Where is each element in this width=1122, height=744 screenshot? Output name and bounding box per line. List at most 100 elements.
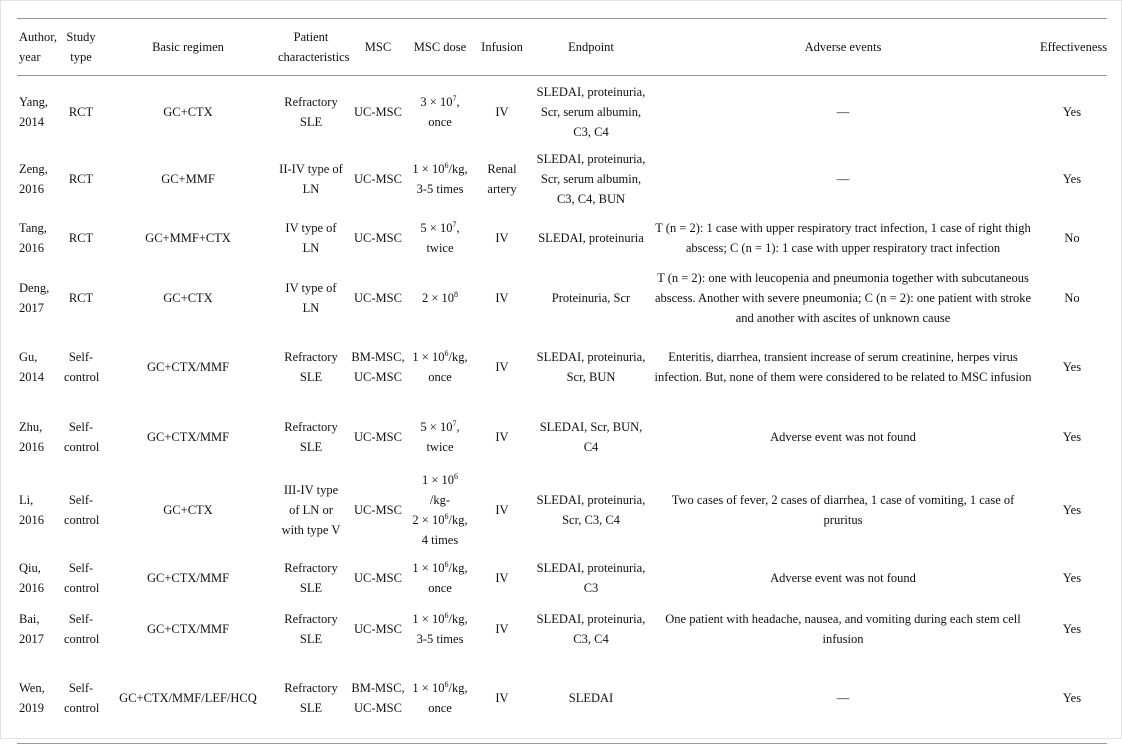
dose-line: 4 times xyxy=(421,532,459,547)
cell-msc-source: BM-MSC, UC-MSC xyxy=(351,350,405,384)
cell-msc-dose: 1 × 106/kg, 3-5 times xyxy=(409,606,471,653)
dose-line: 1 × 106/kg, xyxy=(412,679,468,695)
cell-endpoint: SLEDAI, Scr, BUN, C4 xyxy=(539,419,643,454)
cell-effectiveness: No xyxy=(1064,291,1080,305)
table-row: Bai, 2017 Self-control GC+CTX/MMF Refractor… xyxy=(17,606,1107,653)
cell-author: Yang, 2014 xyxy=(19,94,48,129)
cell-basic-regimen: GC+CTX/MMF/LEF/HCQ xyxy=(119,690,257,705)
dose-line: 2 × 108 xyxy=(421,289,459,305)
dose-line: once xyxy=(428,700,452,715)
dose-line: 1 × 106/kg, xyxy=(412,559,468,575)
dose-line: 3-5 times xyxy=(416,181,464,196)
header-author: Author, year xyxy=(19,30,58,64)
cell-msc-source: UC-MSC xyxy=(354,230,402,245)
header-row: Author, year Study type Basic regimen Pa… xyxy=(17,18,1108,76)
cell-patient-characteristics: Refractory SLE xyxy=(284,612,338,646)
table-row: Deng, 2017 RCT GC+CTX IV type of LN UC-MSC 2 … xyxy=(17,266,1107,331)
cell-infusion-route: IV xyxy=(495,230,509,245)
cell-patient-characteristics: IV type of LN xyxy=(285,220,337,255)
dose-line: 5 × 107, xyxy=(420,418,460,434)
table-row: Wen, 2019 Self-control GC+CTX/MMF/LEF/HCQ R… xyxy=(17,653,1107,744)
header-effectiveness: Effectiveness xyxy=(1040,40,1108,54)
cell-patient-characteristics: IV type of LN xyxy=(285,281,337,315)
header-infusion: Infusion xyxy=(481,40,523,54)
cell-infusion-route: IV xyxy=(495,570,509,585)
header-msc-dose: MSC dose xyxy=(413,40,467,54)
cell-msc-source: UC-MSC xyxy=(354,291,402,305)
cell-author: Tang, 2016 xyxy=(19,220,47,255)
cell-patient-characteristics: III-IV type of LN or with type V xyxy=(281,482,341,537)
cell-study-type: Self-control xyxy=(64,492,100,527)
cell-msc-dose: 1 × 106/kg, once xyxy=(409,653,471,744)
cell-study-type: Self-control xyxy=(64,419,100,454)
cell-study-type: RCT xyxy=(68,291,94,305)
cell-adverse-events: Adverse event was not found xyxy=(770,570,916,585)
cell-msc-dose: 5 × 107, twice xyxy=(409,210,471,266)
cell-adverse-events: — xyxy=(836,171,850,186)
cell-basic-regimen: GC+CTX/MMF xyxy=(146,622,230,636)
cell-msc-dose: 1 × 106/kg, once xyxy=(409,331,471,404)
cell-msc-dose: 5 × 107, twice xyxy=(409,404,471,470)
cell-adverse-events: Two cases of fever, 2 cases of diarrhea,… xyxy=(671,492,1015,527)
dose-line: once xyxy=(428,370,452,384)
dose-line: 1 × 106/kg, xyxy=(412,160,468,176)
cell-study-type: RCT xyxy=(68,171,94,186)
table-body: Yang, 2014 RCT GC+CTX Refractory SLE UC-MSC 3… xyxy=(17,76,1107,744)
cell-basic-regimen: GC+CTX/MMF xyxy=(146,570,230,585)
cell-effectiveness: Yes xyxy=(1062,360,1082,374)
cell-author: Wen, 2019 xyxy=(19,680,45,715)
cell-study-type: RCT xyxy=(68,104,94,119)
cell-msc-source: UC-MSC xyxy=(354,429,402,444)
cell-endpoint: SLEDAI, proteinuria, Scr, serum albumin,… xyxy=(536,151,646,206)
cell-basic-regimen: GC+MMF+CTX xyxy=(145,230,231,245)
dose-line: 1 × 106/kg, xyxy=(412,610,468,626)
cell-patient-characteristics: Refractory SLE xyxy=(284,350,338,384)
cell-author: Zhu, 2016 xyxy=(19,419,44,454)
cell-author: Gu, 2014 xyxy=(19,350,44,384)
header-study-type: Study type xyxy=(66,30,96,64)
cell-endpoint: SLEDAI, proteinuria xyxy=(538,230,644,245)
header-basic-regimen: Basic regimen xyxy=(152,40,224,54)
cell-msc-dose: 2 × 108 xyxy=(409,266,471,331)
cell-effectiveness: Yes xyxy=(1062,690,1082,705)
cell-msc-dose: 1 × 106/kg- 2 × 106/kg, 4 times xyxy=(409,470,471,550)
cell-adverse-events: Adverse event was not found xyxy=(770,429,916,444)
cell-study-type: RCT xyxy=(68,230,94,245)
header-msc: MSC xyxy=(364,40,392,54)
cell-patient-characteristics: Refractory SLE xyxy=(284,94,338,129)
cell-effectiveness: Yes xyxy=(1062,104,1082,119)
cell-patient-characteristics: II-IV type of LN xyxy=(279,161,343,196)
cell-study-type: Self-control xyxy=(64,680,100,715)
cell-msc-source: UC-MSC xyxy=(354,104,402,119)
cell-effectiveness: Yes xyxy=(1062,622,1082,636)
cell-author: Deng, 2017 xyxy=(19,281,50,315)
cell-effectiveness: Yes xyxy=(1062,171,1082,186)
cell-author: Bai, 2017 xyxy=(19,612,44,646)
cell-effectiveness: Yes xyxy=(1062,502,1082,517)
dose-line: /kg- xyxy=(429,492,451,507)
cell-patient-characteristics: Refractory SLE xyxy=(284,560,338,595)
cell-endpoint: Proteinuria, Scr xyxy=(551,291,631,305)
cell-adverse-events: Enteritis, diarrhea, transient increase … xyxy=(654,350,1032,384)
cell-msc-source: UC-MSC xyxy=(354,502,402,517)
cell-msc-source: UC-MSC xyxy=(354,171,402,186)
cell-adverse-events: T (n = 2): 1 case with upper respiratory… xyxy=(655,220,1031,255)
table-row: Zeng, 2016 RCT GC+MMF II-IV type of LN UC-MS… xyxy=(17,148,1107,210)
cell-patient-characteristics: Refractory SLE xyxy=(284,419,338,454)
cell-infusion-route: IV xyxy=(495,502,509,517)
cell-basic-regimen: GC+MMF xyxy=(161,171,215,186)
table-row: Yang, 2014 RCT GC+CTX Refractory SLE UC-MSC 3… xyxy=(17,76,1107,148)
cell-msc-source: BM-MSC, UC-MSC xyxy=(351,680,405,715)
cell-infusion-route: IV xyxy=(495,104,509,119)
dose-line: twice xyxy=(426,439,454,454)
cell-adverse-events: — xyxy=(836,104,850,119)
cell-effectiveness: No xyxy=(1064,230,1080,245)
header-adverse-events: Adverse events xyxy=(804,40,882,54)
cell-effectiveness: Yes xyxy=(1062,429,1082,444)
cell-adverse-events: T (n = 2): one with leucopenia and pneum… xyxy=(654,271,1032,325)
cell-infusion-route: IV xyxy=(495,429,509,444)
cell-patient-characteristics: Refractory SLE xyxy=(284,680,338,715)
cell-adverse-events: One patient with headache, nausea, and v… xyxy=(665,612,1021,646)
header-endpoint: Endpoint xyxy=(568,40,614,54)
header-patient: Patient characteristics xyxy=(278,30,350,64)
